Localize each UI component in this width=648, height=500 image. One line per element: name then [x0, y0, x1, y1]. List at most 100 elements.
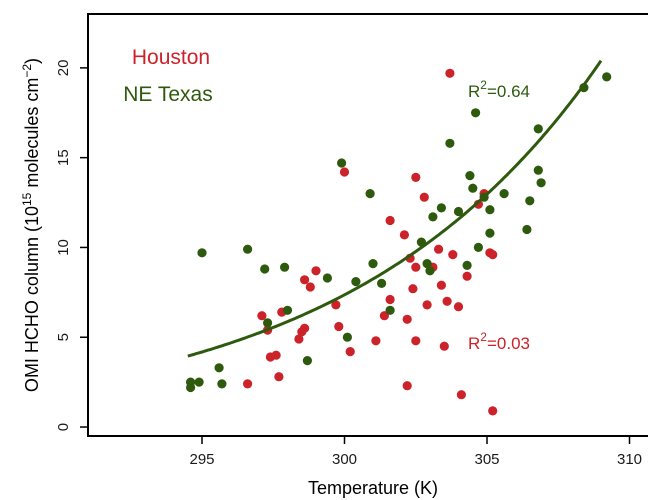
point-ne-texas-7	[260, 264, 270, 274]
x-axis-label: Temperature (K)	[308, 478, 438, 498]
point-houston-25	[411, 262, 421, 272]
legend-ne-texas: NE Texas	[123, 83, 213, 106]
point-ne-texas-40	[536, 178, 546, 188]
point-ne-texas-13	[337, 158, 347, 168]
point-houston-32	[439, 341, 449, 351]
point-ne-texas-4	[214, 363, 224, 373]
point-ne-texas-29	[468, 183, 478, 193]
fit-curve-ne-texas	[187, 59, 603, 358]
point-houston-26	[411, 336, 421, 346]
y-axis-label-sup2: −2	[20, 64, 34, 78]
point-ne-texas-27	[462, 260, 472, 270]
point-houston-38	[462, 271, 472, 281]
point-ne-texas-33	[485, 205, 495, 215]
point-houston-14	[339, 167, 350, 177]
y-tick-label-0: 0	[55, 423, 72, 431]
r2-houston-prefix: R	[468, 334, 480, 353]
point-ne-texas-23	[428, 212, 438, 222]
point-houston-30	[434, 244, 444, 254]
point-houston-6	[294, 334, 304, 344]
point-houston-16	[371, 336, 381, 346]
point-ne-texas-18	[377, 278, 387, 288]
point-ne-texas-2	[194, 377, 204, 387]
point-houston-42	[488, 250, 498, 260]
point-ne-texas-5	[217, 379, 227, 389]
x-tick-label-310: 310	[617, 451, 642, 468]
point-ne-texas-15	[351, 277, 361, 287]
x-tick-label-305: 305	[474, 451, 499, 468]
point-ne-texas-10	[282, 305, 293, 315]
point-ne-texas-37	[525, 196, 535, 206]
point-houston-43	[488, 406, 498, 416]
point-houston-1	[257, 311, 267, 321]
point-houston-34	[445, 68, 455, 78]
point-houston-24	[411, 172, 421, 182]
point-houston-23	[408, 284, 418, 294]
point-ne-texas-31	[473, 242, 483, 252]
point-ne-texas-22	[425, 266, 435, 276]
y-axis-label-end: )	[22, 58, 42, 64]
point-houston-0	[243, 379, 253, 389]
r2-ne-texas-suffix: =0.64	[487, 82, 530, 101]
point-ne-texas-25	[445, 138, 455, 148]
point-houston-17	[379, 311, 389, 321]
point-ne-texas-36	[522, 224, 532, 235]
point-houston-35	[448, 250, 458, 260]
point-houston-18	[385, 215, 395, 226]
x-tick-label-300: 300	[332, 451, 357, 468]
point-ne-texas-26	[453, 206, 464, 217]
axes-layer: 295 300 305 310 0 5 10 15 20	[55, 60, 642, 468]
point-ne-texas-42	[602, 72, 612, 82]
point-ne-texas-35	[499, 189, 509, 199]
point-ne-texas-8	[263, 318, 273, 328]
point-ne-texas-19	[385, 305, 395, 315]
point-ne-texas-14	[342, 332, 352, 342]
point-ne-texas-3	[197, 248, 207, 258]
point-houston-8	[300, 275, 310, 285]
y-axis-label-sup1: 15	[20, 192, 34, 206]
y-tick-label-10: 10	[55, 239, 72, 256]
y-tick-label-15: 15	[55, 149, 72, 166]
point-ne-texas-34	[485, 228, 495, 238]
point-houston-28	[422, 300, 432, 310]
point-ne-texas-6	[243, 244, 253, 254]
point-ne-texas-30	[471, 108, 481, 118]
r2-ne-texas: R2=0.64	[468, 78, 530, 101]
r2-ne-texas-sup: 2	[480, 78, 487, 92]
point-ne-texas-38	[533, 124, 543, 134]
point-ne-texas-11	[302, 356, 312, 366]
point-houston-44	[402, 314, 412, 324]
y-tick-label-20: 20	[55, 60, 72, 77]
y-axis-label-main: OMI HCHO column (10	[22, 206, 42, 392]
point-houston-12	[331, 300, 341, 310]
point-houston-9	[300, 323, 310, 333]
point-houston-15	[345, 347, 355, 357]
y-axis-label-mid: molecules cm	[22, 78, 42, 193]
x-tick-label-295: 295	[189, 451, 214, 468]
y-axis-label: OMI HCHO column (1015 molecules cm−2)	[20, 58, 42, 392]
r2-houston: R2=0.03	[468, 330, 530, 353]
point-ne-texas-39	[533, 165, 543, 175]
point-ne-texas-9	[280, 262, 290, 272]
point-houston-33	[442, 296, 452, 306]
point-ne-texas-24	[436, 203, 446, 213]
r2-ne-texas-prefix: R	[468, 82, 480, 101]
plot-frame	[87, 13, 648, 437]
point-houston-11	[311, 266, 321, 276]
legend-houston: Houston	[132, 46, 210, 69]
r2-houston-sup: 2	[480, 330, 487, 344]
point-ne-texas-1	[186, 377, 196, 387]
point-houston-10	[305, 282, 315, 292]
y-tick-label-5: 5	[55, 333, 72, 341]
point-houston-19	[385, 294, 395, 305]
point-houston-4	[271, 350, 281, 360]
point-houston-31	[436, 280, 446, 290]
point-ne-texas-17	[368, 259, 378, 269]
point-houston-37	[456, 390, 466, 400]
point-ne-texas-21	[422, 259, 432, 269]
points-layer	[186, 68, 612, 416]
point-houston-36	[453, 302, 464, 312]
point-houston-27	[419, 192, 429, 202]
point-houston-5	[274, 372, 284, 382]
